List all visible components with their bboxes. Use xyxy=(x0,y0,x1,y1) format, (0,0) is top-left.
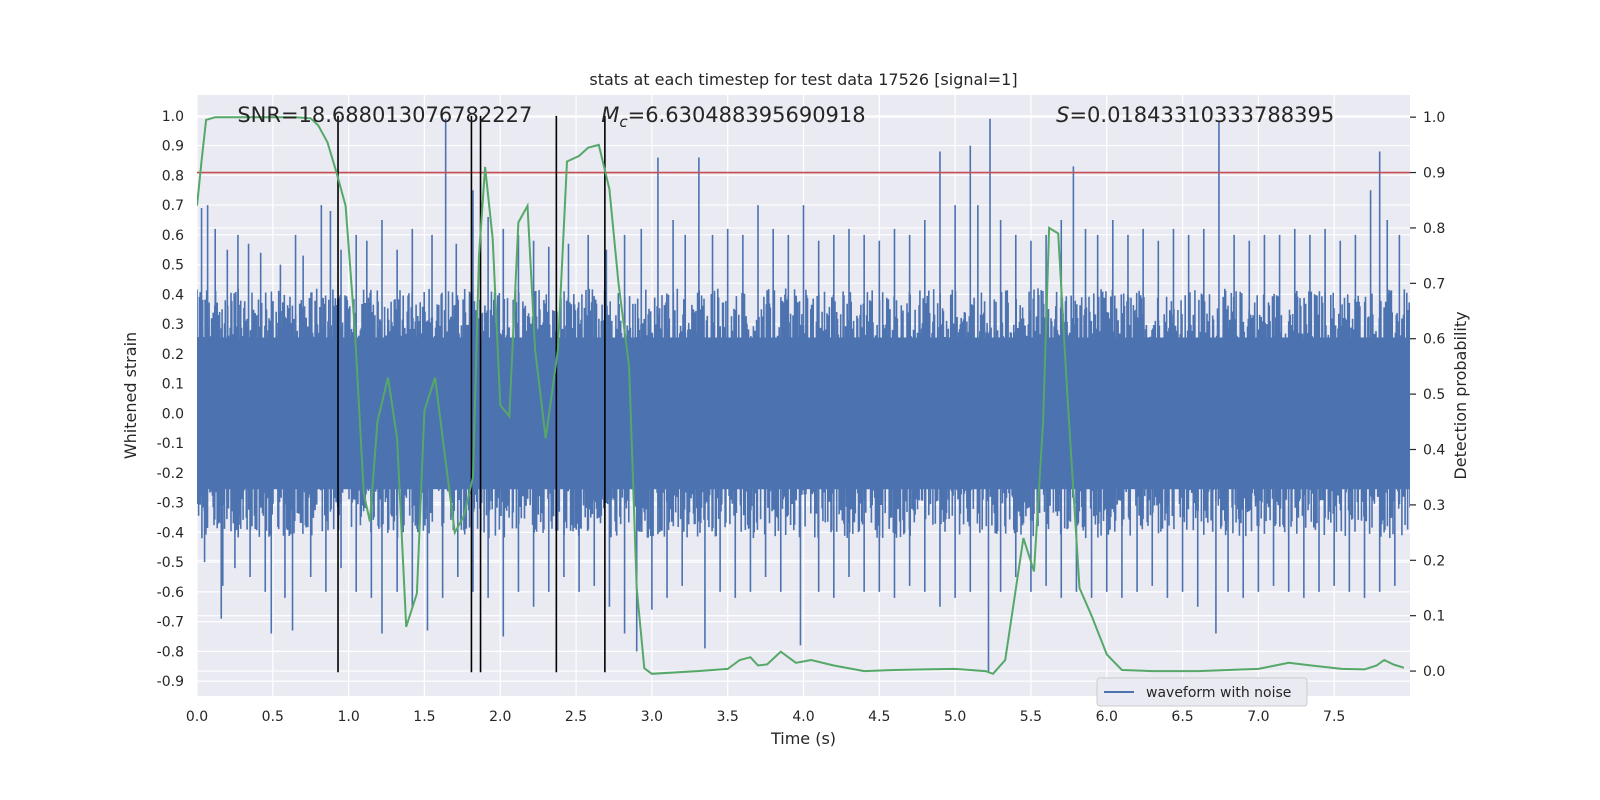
y-tick-label: -0.2 xyxy=(157,466,184,482)
y-tick-label: -0.9 xyxy=(157,674,184,690)
y-axis-ticks: -0.9 -0.8 -0.7 -0.6 -0.5 -0.4 -0.3 -0.2 -0.1 0.0 0… xyxy=(157,109,184,690)
x-tick-label: 0.0 xyxy=(186,709,208,725)
annotation-piece: M xyxy=(601,103,619,127)
annotation-snr: SNR=18.688013076782227 xyxy=(237,103,532,127)
y-tick-label: -0.8 xyxy=(157,644,184,660)
x-tick-label: 6.0 xyxy=(1096,709,1118,725)
detection-probability-series xyxy=(197,116,1405,675)
y-tick-label: 0.1 xyxy=(162,377,184,393)
y-tick-label: -0.6 xyxy=(157,585,184,601)
annotation-chirp-mass: Mc=6.630488395690918 xyxy=(601,103,865,131)
y-tick-label: -0.3 xyxy=(157,496,184,512)
y2-tick-label: 0.4 xyxy=(1423,443,1445,459)
x-tick-label: 4.0 xyxy=(792,709,814,725)
chart-title: stats at each timestep for test data 175… xyxy=(589,70,1017,89)
x-tick-label: 6.5 xyxy=(1171,709,1193,725)
y-tick-label: 0.7 xyxy=(162,198,184,214)
x-axis-label: Time (s) xyxy=(770,729,836,748)
y-tick-label: 0.4 xyxy=(162,287,184,303)
y2-axis-label: Detection probability xyxy=(1451,311,1470,479)
y-tick-label: -0.7 xyxy=(157,615,184,631)
y2-tick-label: 1.0 xyxy=(1423,110,1445,126)
y-tick-label: -0.4 xyxy=(157,525,184,541)
annotation-piece: S xyxy=(1056,103,1069,127)
y-tick-label: 0.5 xyxy=(162,258,184,274)
annotation-piece: =0.01843310333788395 xyxy=(1069,103,1334,127)
x-tick-label: 2.5 xyxy=(565,709,587,725)
x-tick-label: 1.0 xyxy=(337,709,359,725)
annotation-piece: c xyxy=(619,113,628,131)
y2-tick-label: 0.5 xyxy=(1423,387,1445,403)
x-tick-label: 2.0 xyxy=(489,709,511,725)
y-tick-label: 0.8 xyxy=(162,168,184,184)
y2-tick-label: 0.8 xyxy=(1423,221,1445,237)
y-tick-label: 0.2 xyxy=(162,347,184,363)
x-tick-label: 1.5 xyxy=(413,709,435,725)
y-tick-label: -0.5 xyxy=(157,555,184,571)
y-tick-label: 1.0 xyxy=(162,109,184,125)
y2-tick-label: 0.6 xyxy=(1423,332,1445,348)
x-axis-ticks: 0.0 0.5 1.0 1.5 2.0 2.5 3.0 3.5 4.0 4.5 5.0 5.5 6.0 6… xyxy=(186,709,1345,725)
x-tick-label: 7.0 xyxy=(1247,709,1269,725)
x-tick-label: 0.5 xyxy=(262,709,284,725)
y-tick-label: -0.1 xyxy=(157,436,184,452)
y-tick-label: 0.3 xyxy=(162,317,184,333)
legend-label-waveform: waveform with noise xyxy=(1146,685,1291,701)
legend-box xyxy=(1096,677,1308,707)
y2-tick-label: 0.0 xyxy=(1423,664,1445,680)
y-tick-label: 0.6 xyxy=(162,228,184,244)
annotations: SNR=18.688013076782227 Mc=6.6304883956909… xyxy=(237,103,1334,131)
y2-tick-label: 0.3 xyxy=(1423,498,1445,514)
annotation-spin: S=0.01843310333788395 xyxy=(1056,103,1334,127)
y-tick-label: 0.9 xyxy=(162,139,184,155)
y2-tick-label: 0.7 xyxy=(1423,276,1445,292)
y2-tick-label: 0.2 xyxy=(1423,553,1445,569)
y2-axis-ticks: 0.0 0.1 0.2 0.3 0.4 0.5 0.6 0.7 0.8 0.9 1.0 xyxy=(1410,110,1445,680)
annotation-piece: =6.630488395690918 xyxy=(628,103,866,127)
annotation-piece: SNR=18.688013076782227 xyxy=(237,103,532,127)
y-tick-label: 0.0 xyxy=(162,406,184,422)
y2-tick-label: 0.9 xyxy=(1423,166,1445,182)
x-tick-label: 7.5 xyxy=(1323,709,1345,725)
y-axis-label: Whitened strain xyxy=(121,332,140,459)
x-tick-label: 5.0 xyxy=(944,709,966,725)
legend: waveform with noise xyxy=(1096,677,1308,707)
vertical-markers xyxy=(337,115,606,673)
detection-probability-line xyxy=(197,116,1405,675)
x-tick-label: 5.5 xyxy=(1020,709,1042,725)
y2-tick-label: 0.1 xyxy=(1423,609,1445,625)
x-tick-label: 4.5 xyxy=(868,709,890,725)
x-tick-label: 3.0 xyxy=(641,709,663,725)
x-tick-label: 3.5 xyxy=(717,709,739,725)
